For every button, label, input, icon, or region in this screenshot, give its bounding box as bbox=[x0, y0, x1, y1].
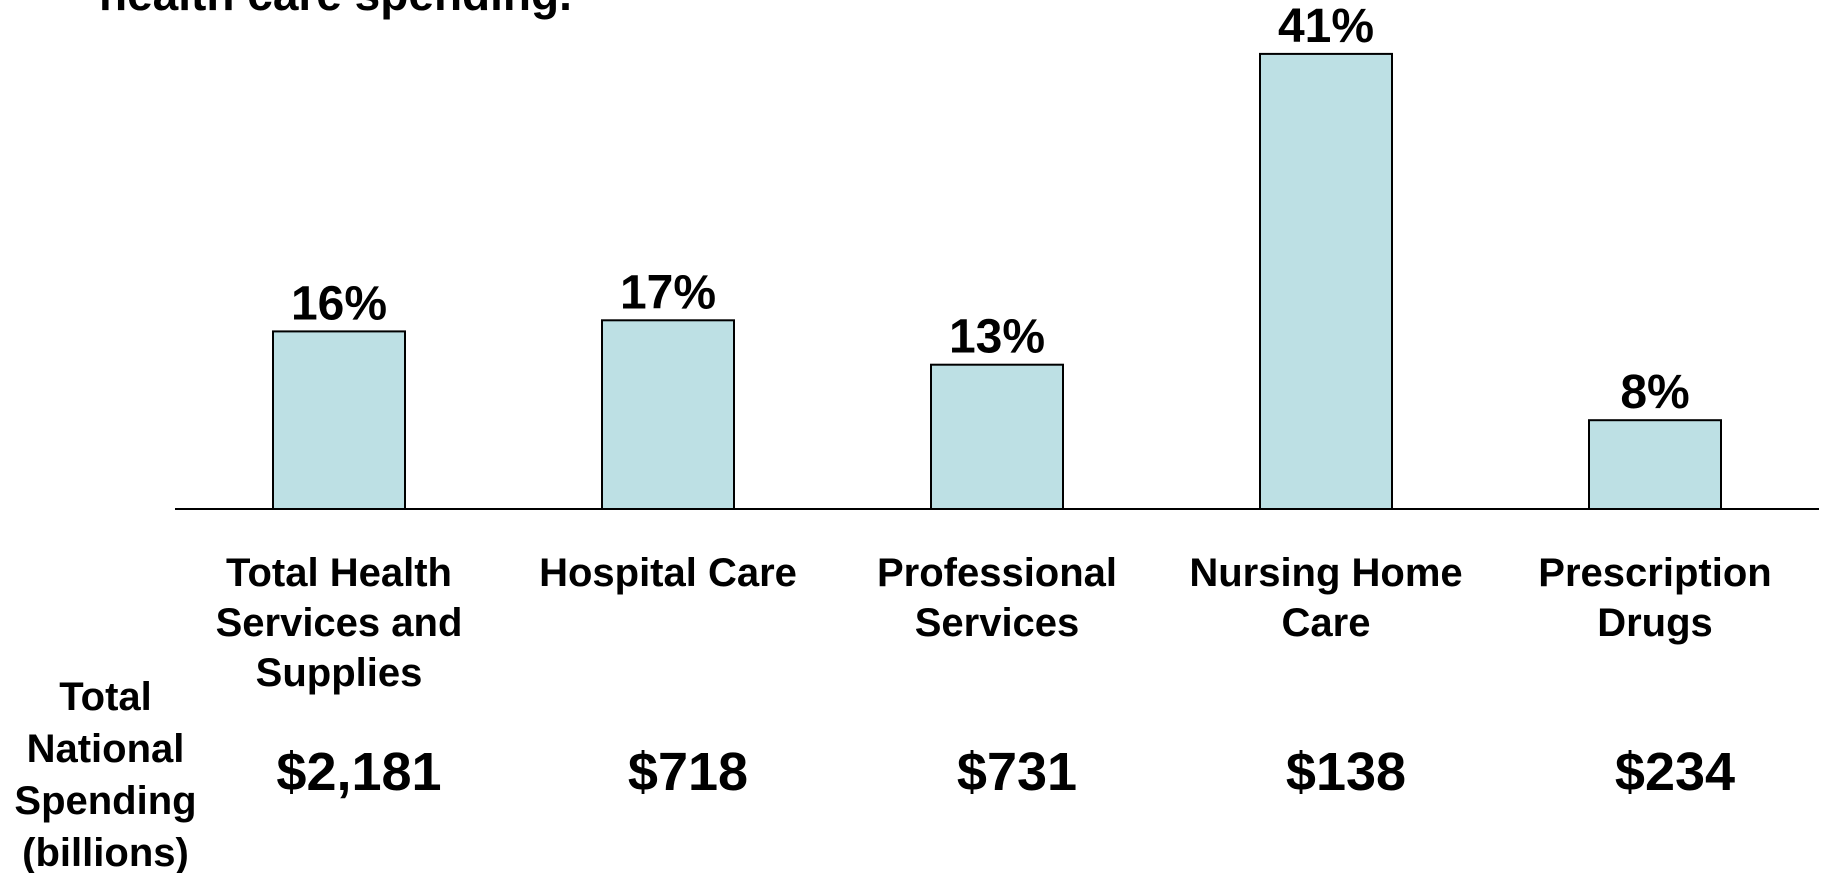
bar bbox=[930, 363, 1064, 511]
spending-value: $2,181 bbox=[276, 742, 441, 802]
chart-title: health care spending. bbox=[99, 0, 572, 20]
spending-value: $731 bbox=[957, 742, 1077, 802]
bar bbox=[1588, 419, 1722, 511]
bar bbox=[1259, 52, 1393, 511]
value-label: 17% bbox=[620, 266, 716, 319]
spending-value: $234 bbox=[1615, 742, 1735, 802]
value-label: 16% bbox=[291, 277, 387, 330]
spending-value: $718 bbox=[628, 742, 748, 802]
spending-value: $138 bbox=[1286, 742, 1406, 802]
bar bbox=[601, 319, 735, 510]
bar bbox=[272, 330, 406, 510]
x-tick-label: Total Health Services and Supplies bbox=[215, 551, 463, 695]
spending-label: Total National Spending (billions) bbox=[14, 675, 197, 873]
x-tick-label: Hospital Care bbox=[539, 551, 797, 595]
x-tick-label: Nursing Home Care bbox=[1189, 551, 1463, 645]
x-tick-label: Prescription Drugs bbox=[1538, 551, 1772, 645]
value-label: 8% bbox=[1620, 366, 1689, 419]
x-tick-label: Professional Services bbox=[876, 551, 1118, 645]
value-label: 13% bbox=[949, 311, 1045, 364]
value-label: 41% bbox=[1278, 0, 1374, 53]
